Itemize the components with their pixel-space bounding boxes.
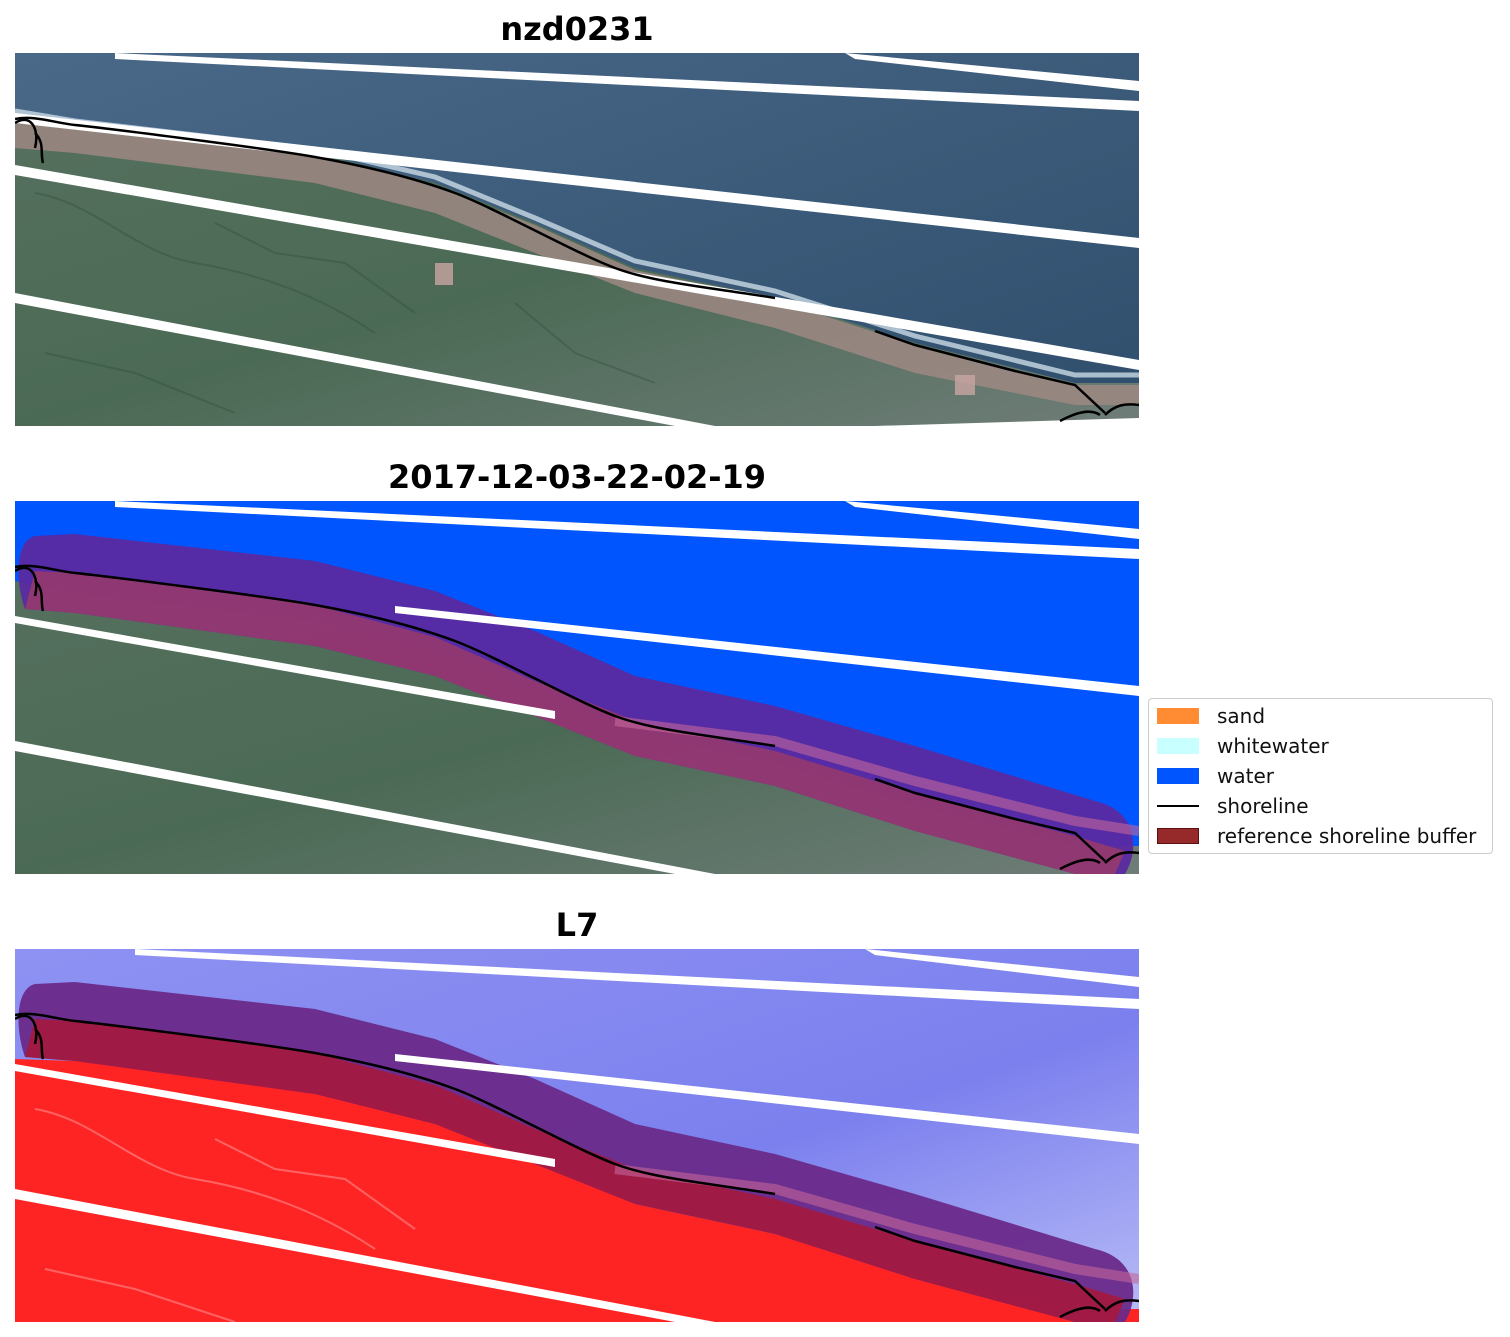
legend: sand whitewater water shoreline referenc… [1148,698,1493,854]
panel-title-date: 2017-12-03-22-02-19 [387,458,767,496]
classified-image-panel [15,501,1139,874]
legend-label: whitewater [1217,734,1329,758]
legend-label: shoreline [1217,794,1309,818]
whitewater-swatch [1157,738,1199,754]
water-swatch [1157,768,1199,784]
rgb-image-panel [15,53,1139,426]
panel-title-satellite: L7 [555,906,599,944]
shoreline-swatch [1157,805,1199,807]
buffer-swatch [1157,828,1199,844]
legend-label: reference shoreline buffer [1217,824,1477,848]
sand-swatch [1157,708,1199,724]
legend-label: water [1217,764,1274,788]
index-image-panel [15,949,1139,1322]
legend-label: sand [1217,704,1266,728]
panel-title-image: nzd0231 [500,10,654,48]
